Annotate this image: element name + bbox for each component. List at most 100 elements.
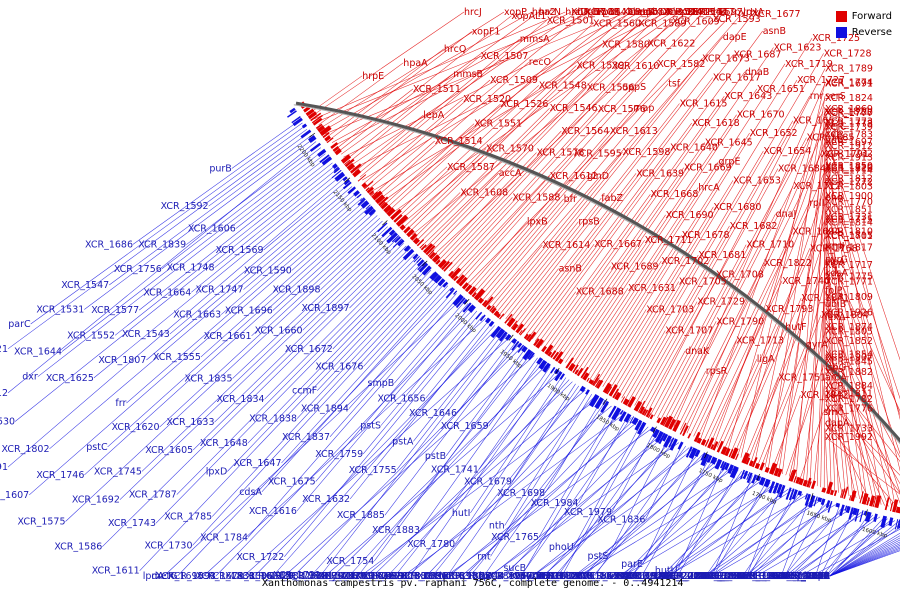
gene-label: XCR_1884 — [825, 381, 873, 392]
forward-feature — [430, 252, 437, 260]
forward-feature — [710, 444, 715, 450]
leader-line — [141, 232, 394, 472]
leader-line — [389, 23, 594, 211]
reverse-feature — [418, 262, 429, 273]
leader-line — [232, 229, 391, 379]
gene-label: acnA — [806, 571, 830, 582]
gene-label: zipA — [825, 257, 846, 268]
reverse-feature — [365, 204, 371, 210]
gene-label: XCR_1646 — [409, 408, 457, 419]
leader-line — [454, 11, 704, 276]
gene-label: pstC — [86, 442, 108, 453]
leader-line — [537, 291, 577, 344]
reverse-feature — [594, 397, 604, 410]
kbp-tick: 2000 kbp — [453, 313, 477, 335]
reverse-feature — [710, 456, 718, 465]
leader-line — [799, 411, 824, 481]
gene-label: XCR_1552 — [67, 330, 115, 341]
leader-line — [7, 177, 345, 468]
reverse-feature — [797, 490, 803, 496]
reverse-feature — [602, 399, 606, 405]
leader-line — [806, 181, 826, 483]
leader-line — [824, 385, 900, 494]
gene-label: XCR_1829 — [318, 571, 366, 582]
gene-label: XCR_1713 — [736, 336, 784, 347]
gene-label: XCR_1841 — [801, 293, 849, 304]
tick-mark — [704, 451, 708, 459]
leader-line — [483, 401, 606, 577]
reverse-feature — [445, 288, 455, 299]
leader-line — [347, 55, 481, 164]
gene-label: lexA — [825, 312, 846, 323]
forward-feature — [533, 338, 540, 347]
leader-line — [824, 357, 857, 499]
gene-label: rnr — [810, 91, 824, 102]
gene-label: hutH — [439, 571, 462, 582]
forward-feature — [334, 148, 342, 156]
leader-line — [404, 148, 487, 227]
leader-line — [65, 223, 386, 522]
gene-label: XCR_1696 — [225, 306, 273, 317]
gene-label: era — [639, 7, 655, 18]
leader-line — [159, 220, 383, 428]
leader-line — [362, 313, 481, 455]
leader-line — [446, 197, 513, 269]
gene-label: XCR_1673 — [702, 54, 750, 65]
reverse-feature — [763, 478, 771, 488]
leader-line — [747, 508, 851, 577]
forward-feature — [523, 333, 529, 340]
gene-label: XCR_2026 — [658, 571, 706, 582]
leader-line — [243, 192, 358, 290]
leader-line — [557, 432, 659, 577]
reverse-feature — [343, 179, 351, 186]
leader-line — [314, 11, 566, 120]
gene-label: XCR_1684 — [778, 164, 826, 175]
forward-feature — [455, 274, 466, 285]
gene-label: XCR_1988 — [782, 571, 830, 582]
leader-line — [221, 195, 360, 315]
reverse-feature — [442, 281, 449, 288]
leader-line — [829, 535, 900, 577]
gene-label: XCR_1721 — [273, 570, 321, 581]
leader-line — [479, 198, 564, 298]
gene-label: XCR_1612 — [550, 171, 598, 182]
leader-line — [293, 346, 523, 577]
gene-label: XCR_1845 — [825, 356, 873, 367]
gene-label: uppS — [622, 82, 646, 93]
gene-label: XCR_1893 — [168, 571, 216, 582]
leader-line — [508, 103, 680, 322]
gene-label: XCR_1987 — [746, 571, 794, 582]
leader-line — [641, 457, 711, 577]
forward-feature — [833, 490, 838, 497]
reverse-feature — [332, 163, 338, 169]
reverse-feature — [873, 513, 878, 522]
gene-label: XCR_1547 — [61, 280, 109, 291]
forward-feature — [365, 187, 370, 192]
gene-label: XCR_1783 — [825, 129, 873, 140]
leader-line — [386, 103, 501, 209]
reverse-feature — [381, 226, 393, 238]
forward-feature — [399, 224, 406, 231]
forward-feature — [330, 142, 339, 149]
leader-line — [824, 247, 900, 412]
reverse-feature — [727, 464, 734, 474]
leader-line — [824, 222, 893, 508]
reverse-feature — [498, 331, 508, 342]
reverse-feature — [287, 110, 297, 118]
leader-line — [349, 322, 492, 500]
forward-feature — [649, 414, 654, 420]
leader-line — [730, 326, 786, 454]
gene-label: XCR_2015 — [657, 571, 705, 582]
leader-line — [200, 206, 370, 358]
leader-line — [316, 11, 593, 123]
leader-line — [608, 79, 798, 391]
gene-label: XCR_1691 — [825, 79, 873, 90]
leader-line — [493, 152, 623, 310]
gene-label: XCR_1754 — [326, 556, 374, 567]
tick-mark — [422, 260, 428, 267]
gene-label: XCR_1639 — [636, 168, 684, 179]
forward-feature — [428, 251, 436, 259]
leader-line — [700, 98, 826, 440]
leader-line — [696, 202, 810, 439]
